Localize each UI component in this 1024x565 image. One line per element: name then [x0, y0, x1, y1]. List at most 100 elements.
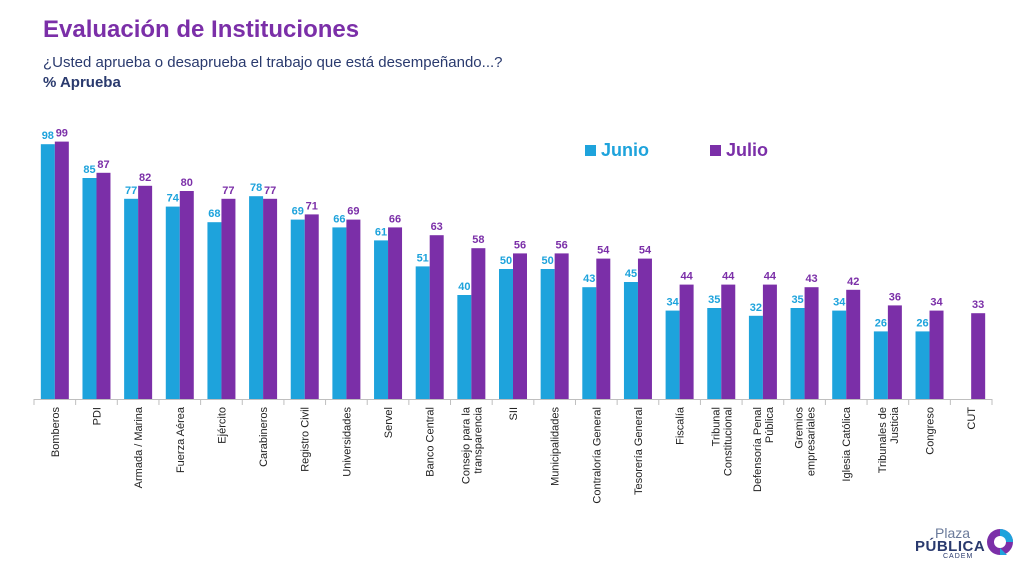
data-label-junio: 66 [333, 213, 345, 225]
bar-julio [554, 253, 569, 399]
logo-line1: Plaza [935, 525, 971, 541]
bar-junio [165, 206, 180, 399]
category-label-line: Gremios [794, 407, 806, 449]
bar-junio [374, 240, 389, 399]
data-label-junio: 26 [916, 317, 928, 329]
bar-junio [707, 308, 722, 399]
data-label-junio: 69 [292, 206, 304, 218]
data-label-julio: 77 [222, 185, 234, 197]
data-label-junio: 98 [42, 130, 54, 142]
bar-junio [623, 282, 638, 399]
category-label-line: Banco Central [425, 407, 437, 477]
data-label-julio: 71 [306, 200, 318, 212]
category-label: Iglesia Católica [841, 406, 853, 481]
data-label-junio: 32 [750, 302, 762, 314]
data-label-junio: 77 [125, 185, 137, 197]
bar-julio [221, 198, 236, 399]
category-label-line: Registro Civil [300, 407, 312, 472]
category-label: Registro Civil [300, 407, 312, 472]
category-label: PDI [91, 407, 103, 425]
data-label-julio: 99 [56, 128, 68, 140]
data-label-julio: 58 [472, 234, 484, 246]
bar-julio [304, 214, 319, 399]
legend-label-julio: Julio [726, 140, 768, 160]
legend-swatch-junio [585, 145, 596, 156]
category-label-line: Justicia [889, 406, 901, 444]
data-label-julio: 66 [389, 213, 401, 225]
category-label-line: PDI [91, 407, 103, 425]
category-label-line: Universidades [341, 407, 353, 477]
data-label-julio: 44 [722, 271, 735, 283]
bar-julio [429, 235, 444, 399]
category-label-line: Iglesia Católica [841, 406, 853, 481]
data-label-julio: 63 [431, 221, 443, 233]
bar-junio [415, 266, 430, 399]
category-label: Contraloría General [591, 407, 603, 504]
bar-junio [499, 269, 513, 399]
data-label-junio: 50 [542, 255, 554, 267]
category-label-line: Fuerza Aérea [175, 406, 187, 473]
bar-junio [748, 315, 763, 399]
category-label: Bomberos [50, 407, 62, 458]
data-label-julio: 33 [972, 299, 984, 311]
category-label-line: Pública [764, 406, 776, 443]
bar-julio [346, 219, 361, 399]
bar-junio [249, 196, 264, 399]
data-label-junio: 68 [208, 208, 220, 220]
bar-julio [887, 305, 902, 399]
category-label: Tribunales de Justicia [877, 406, 901, 473]
category-label-line: Bomberos [50, 407, 62, 458]
category-label: Defensoría Penal Pública [752, 406, 776, 492]
bar-junio [790, 308, 805, 399]
category-label: Servel [383, 407, 395, 438]
category-label-line: Consejo para la [460, 406, 472, 484]
data-label-junio: 34 [833, 297, 846, 309]
bar-julio [596, 258, 611, 399]
category-label: Congreso [925, 407, 937, 455]
data-label-julio: 36 [889, 291, 901, 303]
category-label-line: Congreso [925, 407, 937, 455]
bar-junio [82, 178, 97, 399]
data-label-julio: 34 [930, 297, 943, 309]
category-label-line: Fiscalía [675, 406, 687, 445]
bar-julio [179, 191, 194, 399]
bar-julio [721, 284, 736, 399]
category-label: Fiscalía [675, 406, 687, 445]
logo-mark-icon [987, 529, 1013, 555]
category-label: Ejército [216, 407, 228, 444]
category-label: CUT [966, 407, 978, 430]
logo-line2: PÚBLICA [915, 538, 986, 555]
data-label-junio: 43 [583, 273, 595, 285]
category-label-line: Defensoría Penal [752, 407, 764, 492]
category-label: Consejo para la transparencia [460, 406, 484, 484]
bar-julio [471, 248, 486, 399]
bar-julio [971, 313, 986, 399]
category-label-line: Servel [383, 407, 395, 438]
data-label-junio: 35 [708, 294, 720, 306]
data-label-julio: 44 [764, 271, 777, 283]
data-label-julio: 87 [97, 159, 109, 171]
bar-junio [915, 331, 930, 399]
chart-title: Evaluación de Instituciones [43, 16, 360, 43]
bar-junio [207, 222, 222, 399]
category-label-line: SII [508, 407, 520, 420]
data-label-junio: 34 [666, 297, 679, 309]
data-label-julio: 56 [556, 239, 568, 251]
data-label-julio: 56 [514, 239, 526, 251]
chart-subtitle: ¿Usted aprueba o desaprueba el trabajo q… [43, 54, 503, 71]
data-label-julio: 54 [597, 245, 610, 257]
bar-junio [832, 310, 847, 399]
category-label-line: Tribunales de [877, 407, 889, 473]
data-label-julio: 82 [139, 172, 151, 184]
bar-julio [513, 253, 527, 399]
logo-line3: CADEM [943, 553, 974, 560]
bar-junio [665, 310, 680, 399]
bar-julio [846, 289, 861, 399]
bar-julio [929, 310, 944, 399]
bar-julio [138, 185, 153, 399]
category-label: Fuerza Aérea [175, 406, 187, 473]
data-label-junio: 78 [250, 182, 262, 194]
category-label-line: empresariales [806, 407, 818, 477]
category-label-line: Ejército [216, 407, 228, 444]
bar-junio [40, 144, 55, 399]
